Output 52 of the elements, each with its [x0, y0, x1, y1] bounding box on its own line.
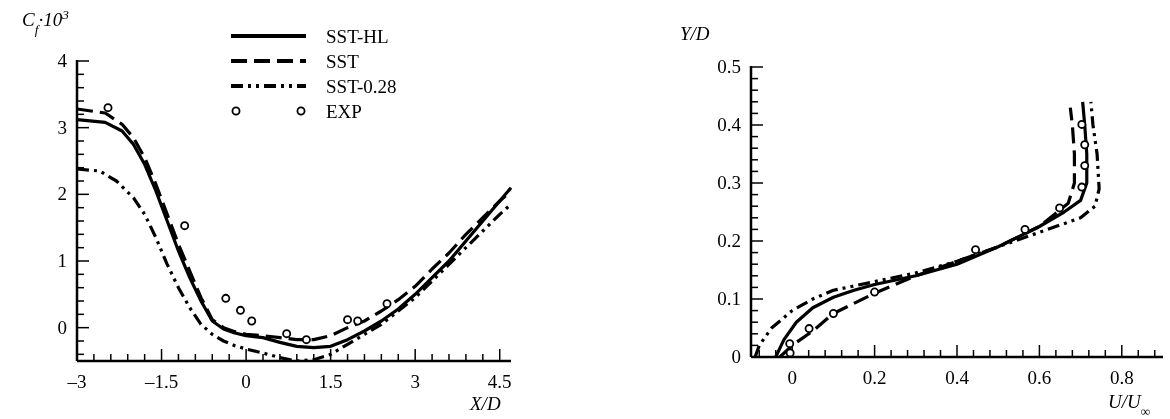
y-tick-label: 3: [57, 116, 67, 138]
point: [180, 221, 190, 231]
y-tick-label: 0.1: [717, 288, 741, 309]
legend-label: SST: [326, 51, 360, 72]
point: [1055, 203, 1065, 213]
point: [785, 339, 795, 349]
point: [804, 324, 814, 334]
point: [1080, 140, 1090, 150]
point: [828, 309, 838, 318]
y-tick-label: 2: [57, 183, 67, 205]
y-tick-label: 0.5: [717, 56, 741, 77]
y-axis-title: C$_{f}$·10$^{3}$: [22, 6, 70, 37]
y-tick-label: 1: [57, 250, 67, 271]
x-tick-label: 0: [787, 367, 797, 388]
y-tick-label: 0.2: [717, 230, 741, 251]
y-tick-label: 0.3: [717, 172, 741, 193]
y-tick-label: 0.4: [717, 114, 742, 135]
y-tick-label: 0: [731, 346, 741, 367]
legend-label: EXP: [326, 101, 362, 122]
point: [235, 305, 245, 315]
point: [382, 299, 392, 309]
point: [1020, 224, 1030, 234]
x-tick-label: 0.4: [945, 367, 970, 388]
x-tick-label: 0.2: [862, 367, 887, 388]
point: [103, 103, 113, 113]
legend-label: SST-HL: [326, 26, 389, 47]
point: [221, 293, 231, 303]
x-tick-label: –3: [66, 371, 87, 392]
x-tick-label: 0: [241, 371, 251, 392]
x-axis-title: X/D: [469, 393, 501, 414]
point: [282, 329, 292, 339]
point: [1077, 182, 1087, 192]
x-tick-label: 1.5: [318, 371, 343, 392]
x-axis-title: U/U$_{∞}$: [1108, 391, 1151, 419]
point: [1077, 119, 1087, 129]
x-tick-label: –1.5: [143, 371, 179, 392]
point: [301, 335, 311, 345]
x-tick-label: 3: [410, 371, 420, 392]
point: [343, 315, 353, 325]
point: [247, 316, 257, 326]
point: [785, 348, 795, 357]
x-tick-label: 0.6: [1027, 367, 1052, 388]
legend-label: SST-0.28: [326, 76, 397, 97]
point: [1080, 161, 1090, 171]
y-axis-title: Y/D: [680, 23, 710, 44]
point: [353, 316, 363, 326]
y-tick-label: 0: [57, 316, 67, 338]
y-tick-label: 4: [57, 50, 68, 71]
point: [870, 287, 880, 297]
point: [971, 245, 981, 255]
x-tick-label: 0.8: [1109, 367, 1134, 388]
x-tick-label: 4.5: [487, 371, 512, 392]
